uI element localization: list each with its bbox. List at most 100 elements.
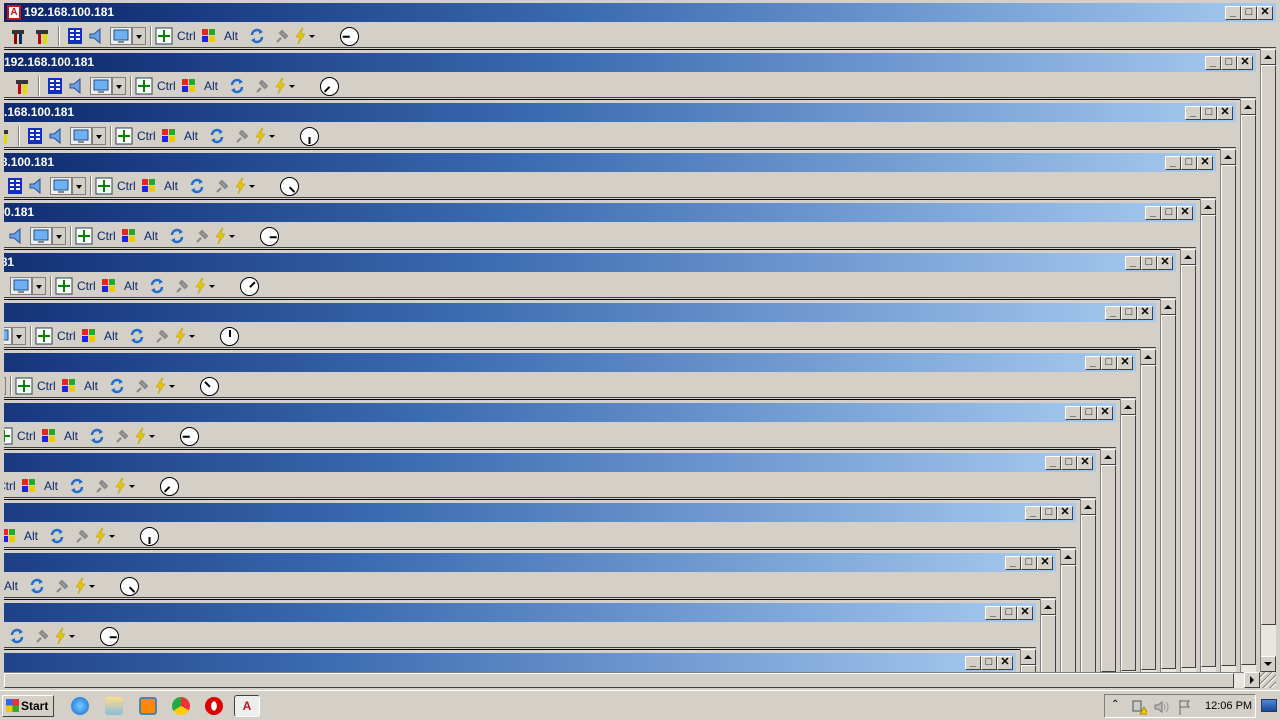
tray-expand-button[interactable]: ⌃ [1111, 699, 1120, 710]
maximize-button[interactable]: □ [1101, 356, 1117, 370]
chrome-icon[interactable] [172, 697, 190, 715]
plug-icon[interactable] [254, 77, 269, 95]
tools-settings-icon[interactable] [4, 127, 12, 145]
close-button[interactable]: ✕ [1017, 606, 1033, 620]
fullscreen-icon[interactable] [15, 377, 33, 395]
monitor-button[interactable] [4, 327, 12, 345]
plug-icon[interactable] [74, 527, 89, 545]
vertical-scrollbar[interactable] [1240, 99, 1256, 672]
close-button[interactable]: ✕ [997, 656, 1013, 670]
close-button[interactable]: ✕ [1077, 456, 1093, 470]
alt-button[interactable]: Alt [104, 329, 119, 343]
lightning-icon[interactable] [134, 427, 146, 445]
size-grip[interactable] [1260, 672, 1276, 688]
close-button[interactable]: ✕ [1117, 356, 1133, 370]
speaker-icon[interactable] [88, 27, 106, 45]
minimize-button[interactable]: _ [1105, 306, 1121, 320]
vertical-scrollbar[interactable] [1220, 149, 1236, 672]
minimize-button[interactable]: _ [1065, 406, 1081, 420]
windows-key-icon[interactable] [60, 377, 78, 395]
remote-viewport[interactable]: A 192.168.100.181 _ □ ✕ Ctrl Alt A 192.1… [4, 599, 1040, 672]
vertical-scroll-thumb[interactable] [1101, 465, 1116, 672]
windows-key-icon[interactable] [180, 77, 198, 95]
close-button[interactable]: ✕ [1177, 206, 1193, 220]
maximize-button[interactable]: □ [1141, 256, 1157, 270]
minimize-button[interactable]: _ [1085, 356, 1101, 370]
lightning-dropdown[interactable] [308, 27, 316, 45]
monitor-button[interactable] [50, 177, 72, 195]
vertical-scroll-thumb[interactable] [1181, 265, 1196, 668]
vertical-scroll-thumb[interactable] [1061, 565, 1076, 672]
minimize-button[interactable]: _ [1225, 6, 1241, 20]
alt-button[interactable]: Alt [4, 579, 19, 593]
plug-icon[interactable] [134, 377, 149, 395]
lightning-dropdown[interactable] [208, 277, 216, 295]
minimize-button[interactable]: _ [1045, 456, 1061, 470]
maximize-button[interactable]: □ [1061, 456, 1077, 470]
close-button[interactable]: ✕ [1217, 106, 1233, 120]
remote-viewport[interactable]: A 192.168.100.181 _ □ ✕ Ctrl Alt A 192.1… [4, 399, 1120, 672]
lightning-dropdown[interactable] [128, 477, 136, 495]
plug-icon[interactable] [94, 477, 109, 495]
vertical-scroll-thumb[interactable] [1241, 115, 1256, 665]
maximize-button[interactable]: □ [1041, 506, 1057, 520]
lightning-dropdown[interactable] [68, 627, 76, 645]
remote-viewport[interactable]: A 192.168.100.181 _ □ ✕ Ctrl Alt A 192.1… [4, 349, 1140, 672]
monitor-button[interactable] [70, 127, 92, 145]
vertical-scroll-thumb[interactable] [1081, 515, 1096, 672]
fullscreen-icon[interactable] [75, 227, 93, 245]
windows-key-icon[interactable] [160, 127, 178, 145]
horizontal-scrollbar[interactable] [4, 672, 1260, 688]
lightning-dropdown[interactable] [188, 327, 196, 345]
network-warning-icon[interactable] [1131, 699, 1147, 715]
lightning-dropdown[interactable] [248, 177, 256, 195]
monitor-dropdown[interactable] [32, 277, 46, 295]
monitor-dropdown[interactable] [92, 127, 106, 145]
plug-icon[interactable] [214, 177, 229, 195]
ctrl-button[interactable]: Ctrl [4, 479, 16, 493]
ctrl-button[interactable]: Ctrl [177, 29, 196, 43]
minimize-button[interactable]: _ [1025, 506, 1041, 520]
tray-clock[interactable]: 12:06 PM [1205, 700, 1253, 712]
alt-button[interactable]: Alt [204, 79, 219, 93]
vertical-scroll-thumb[interactable] [1021, 665, 1036, 672]
ctrl-button[interactable]: Ctrl [117, 179, 136, 193]
vertical-scrollbar[interactable] [1100, 449, 1116, 672]
scroll-up-button[interactable] [1041, 599, 1056, 615]
vertical-scrollbar[interactable] [1120, 399, 1136, 672]
show-desktop-button[interactable] [1261, 699, 1277, 712]
scroll-up-button[interactable] [1241, 99, 1256, 115]
maximize-button[interactable]: □ [1161, 206, 1177, 220]
alt-button[interactable]: Alt [124, 279, 139, 293]
maximize-button[interactable]: □ [1181, 156, 1197, 170]
lightning-dropdown[interactable] [148, 427, 156, 445]
close-button[interactable]: ✕ [1137, 306, 1153, 320]
remote-viewport[interactable]: A 192.168.100.181 _ □ ✕ Ctrl Alt A 192.1… [4, 199, 1200, 672]
monitor-dropdown[interactable] [52, 227, 66, 245]
minimize-button[interactable]: _ [965, 656, 981, 670]
monitor-dropdown[interactable] [4, 377, 6, 395]
minimize-button[interactable]: _ [985, 606, 1001, 620]
vertical-scrollbar[interactable] [1060, 549, 1076, 672]
refresh-icon[interactable] [168, 227, 186, 245]
ctrl-button[interactable]: Ctrl [37, 379, 56, 393]
scroll-up-button[interactable] [1261, 49, 1276, 65]
vertical-scrollbar[interactable] [1160, 299, 1176, 672]
lightning-icon[interactable] [174, 327, 186, 345]
vertical-scrollbar[interactable] [1040, 599, 1056, 672]
speaker-icon[interactable] [4, 277, 6, 295]
panels-icon[interactable] [66, 27, 84, 45]
panels-icon[interactable] [26, 127, 44, 145]
lightning-icon[interactable] [74, 577, 86, 595]
lightning-icon[interactable] [94, 527, 106, 545]
lightning-dropdown[interactable] [108, 527, 116, 545]
alt-button[interactable]: Alt [84, 379, 99, 393]
remote-viewport[interactable]: A 192.168.100.181 _ □ ✕ Ctrl Alt A 192.1… [4, 49, 1260, 672]
ctrl-button[interactable]: Ctrl [57, 329, 76, 343]
refresh-icon[interactable] [108, 377, 126, 395]
lightning-dropdown[interactable] [228, 227, 236, 245]
vertical-scrollbar[interactable] [1080, 499, 1096, 672]
windows-key-icon[interactable] [80, 327, 98, 345]
maximize-button[interactable]: □ [981, 656, 997, 670]
minimize-button[interactable]: _ [1125, 256, 1141, 270]
